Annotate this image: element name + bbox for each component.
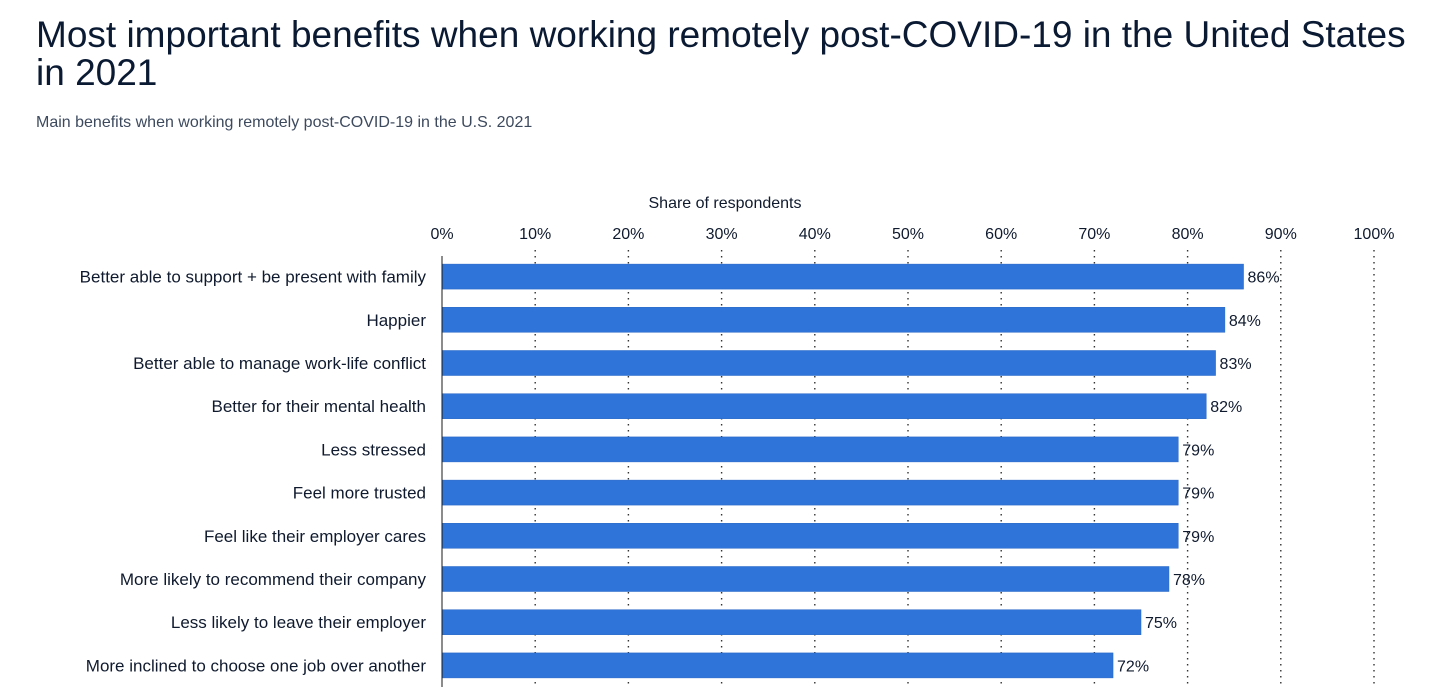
bar: [441, 652, 1114, 679]
bar: [441, 609, 1142, 635]
category-label: Feel more trusted: [293, 484, 426, 503]
x-axis-label: Share of respondents: [649, 195, 802, 212]
category-labels: Better able to support + be present with…: [80, 268, 427, 676]
x-tick-label: 60%: [985, 226, 1017, 243]
chart-subtitle: Main benefits when working remotely post…: [36, 114, 533, 131]
category-label: Better able to support + be present with…: [80, 268, 427, 287]
category-label: Less stressed: [321, 440, 426, 459]
value-label: 79%: [1182, 529, 1214, 546]
x-tick-label: 0%: [430, 226, 453, 243]
x-tick-label: 20%: [612, 226, 644, 243]
value-label: 79%: [1182, 442, 1214, 459]
value-label: 75%: [1145, 615, 1177, 632]
bar: [441, 350, 1216, 376]
x-tick-label: 100%: [1354, 226, 1395, 243]
value-labels: 86% 84% 83% 82% 79% 79% 79% 78% 75% 72%: [1117, 270, 1280, 676]
value-label: 79%: [1182, 486, 1214, 503]
category-label: More inclined to choose one job over ano…: [86, 656, 427, 675]
x-tick-labels: 0% 10% 20% 30% 40% 50% 60% 70% 80% 90% 100%: [430, 226, 1394, 243]
bar: [441, 263, 1244, 290]
x-tick-label: 90%: [1265, 226, 1297, 243]
category-label: Feel like their employer cares: [204, 527, 426, 546]
bar: [441, 436, 1179, 463]
x-tick-label: 80%: [1172, 226, 1204, 243]
bar: [441, 566, 1170, 592]
value-label: 86%: [1248, 270, 1280, 287]
bar: [441, 307, 1226, 333]
x-tick-label: 40%: [799, 226, 831, 243]
value-label: 83%: [1220, 356, 1252, 373]
value-label: 82%: [1210, 399, 1242, 416]
category-label: More likely to recommend their company: [120, 570, 427, 589]
category-label: Happier: [366, 311, 426, 330]
category-label: Better able to manage work-life conflict: [133, 354, 426, 373]
x-tick-label: 10%: [519, 226, 551, 243]
value-label: 72%: [1117, 658, 1149, 675]
bar: [441, 479, 1179, 506]
x-tick-label: 30%: [706, 226, 738, 243]
chart-title: Most important benefits when working rem…: [36, 14, 1406, 93]
category-label: Less likely to leave their employer: [171, 613, 426, 632]
x-tick-label: 50%: [892, 226, 924, 243]
value-label: 78%: [1173, 572, 1205, 589]
x-tick-label: 70%: [1078, 226, 1110, 243]
category-label: Better for their mental health: [211, 397, 426, 416]
bar: [441, 393, 1207, 419]
bar: [441, 523, 1179, 549]
bars: [441, 263, 1244, 679]
value-label: 84%: [1229, 313, 1261, 330]
